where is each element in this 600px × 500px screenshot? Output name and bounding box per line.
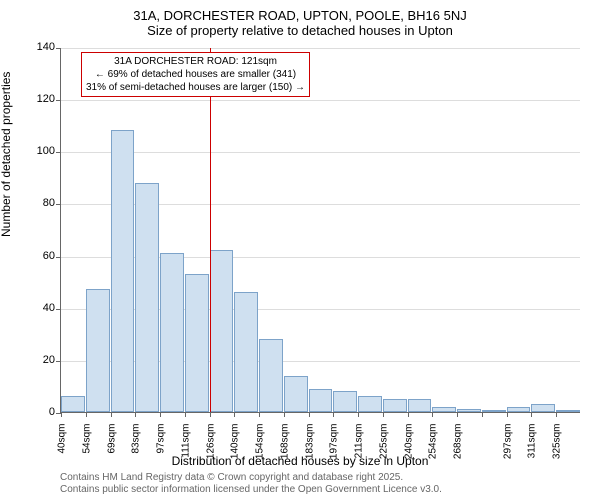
x-tick-mark xyxy=(135,412,136,417)
x-tick-mark xyxy=(210,412,211,417)
y-tick-label: 140 xyxy=(25,41,55,53)
histogram-bar xyxy=(185,274,209,412)
gridline xyxy=(61,152,580,153)
x-tick-mark xyxy=(111,412,112,417)
histogram-bar xyxy=(358,396,382,412)
histogram-bar xyxy=(234,292,258,412)
y-tick-mark xyxy=(56,361,61,362)
x-tick-mark xyxy=(333,412,334,417)
footer-line2: Contains public sector information licen… xyxy=(60,484,442,496)
y-tick-mark xyxy=(56,413,61,414)
y-tick-mark xyxy=(56,48,61,49)
x-tick-mark xyxy=(408,412,409,417)
chart-title-sub: Size of property relative to detached ho… xyxy=(0,23,600,38)
histogram-bar xyxy=(531,404,555,412)
annotation-line2: ← 69% of detached houses are smaller (34… xyxy=(86,68,305,81)
histogram-bar xyxy=(556,410,580,412)
x-tick-mark xyxy=(61,412,62,417)
y-tick-label: 100 xyxy=(25,145,55,157)
x-tick-mark xyxy=(531,412,532,417)
x-axis-label: Distribution of detached houses by size … xyxy=(0,454,600,468)
histogram-bar xyxy=(432,407,456,412)
histogram-bar xyxy=(333,391,357,412)
reference-line xyxy=(210,48,211,412)
y-tick-label: 40 xyxy=(25,302,55,314)
y-tick-mark xyxy=(56,100,61,101)
y-tick-label: 60 xyxy=(25,250,55,262)
x-tick-mark xyxy=(185,412,186,417)
plot-area: 31A DORCHESTER ROAD: 121sqm ← 69% of det… xyxy=(60,48,580,413)
footer-note: Contains HM Land Registry data © Crown c… xyxy=(60,472,442,496)
histogram-bar xyxy=(482,410,506,412)
x-tick-mark xyxy=(234,412,235,417)
y-tick-mark xyxy=(56,152,61,153)
gridline xyxy=(61,100,580,101)
histogram-bar xyxy=(210,250,234,412)
histogram-bar xyxy=(135,183,159,412)
chart-title-main: 31A, DORCHESTER ROAD, UPTON, POOLE, BH16… xyxy=(0,0,600,23)
y-tick-label: 120 xyxy=(25,93,55,105)
histogram-bar xyxy=(284,376,308,413)
histogram-bar xyxy=(457,409,481,412)
x-tick-mark xyxy=(556,412,557,417)
chart-container: 31A, DORCHESTER ROAD, UPTON, POOLE, BH16… xyxy=(0,0,600,500)
y-tick-label: 0 xyxy=(25,406,55,418)
y-tick-mark xyxy=(56,257,61,258)
annotation-line1: 31A DORCHESTER ROAD: 121sqm xyxy=(86,55,305,68)
x-tick-mark xyxy=(160,412,161,417)
x-tick-mark xyxy=(259,412,260,417)
histogram-bar xyxy=(408,399,432,412)
x-tick-mark xyxy=(457,412,458,417)
x-tick-mark xyxy=(482,412,483,417)
histogram-bar xyxy=(507,407,531,412)
x-tick-mark xyxy=(383,412,384,417)
annotation-box: 31A DORCHESTER ROAD: 121sqm ← 69% of det… xyxy=(81,52,310,97)
y-axis-label: Number of detached properties xyxy=(0,72,13,237)
x-tick-mark xyxy=(86,412,87,417)
x-tick-mark xyxy=(358,412,359,417)
histogram-bar xyxy=(259,339,283,412)
footer-line1: Contains HM Land Registry data © Crown c… xyxy=(60,472,442,484)
y-tick-mark xyxy=(56,204,61,205)
y-tick-label: 80 xyxy=(25,197,55,209)
gridline xyxy=(61,48,580,49)
x-tick-mark xyxy=(507,412,508,417)
y-tick-label: 20 xyxy=(25,354,55,366)
x-tick-mark xyxy=(309,412,310,417)
x-tick-mark xyxy=(284,412,285,417)
histogram-bar xyxy=(160,253,184,412)
annotation-line3: 31% of semi-detached houses are larger (… xyxy=(86,81,305,94)
histogram-bar xyxy=(61,396,85,412)
x-tick-mark xyxy=(432,412,433,417)
histogram-bar xyxy=(383,399,407,412)
histogram-bar xyxy=(86,289,110,412)
histogram-bar xyxy=(111,130,135,412)
y-tick-mark xyxy=(56,309,61,310)
histogram-bar xyxy=(309,389,333,412)
